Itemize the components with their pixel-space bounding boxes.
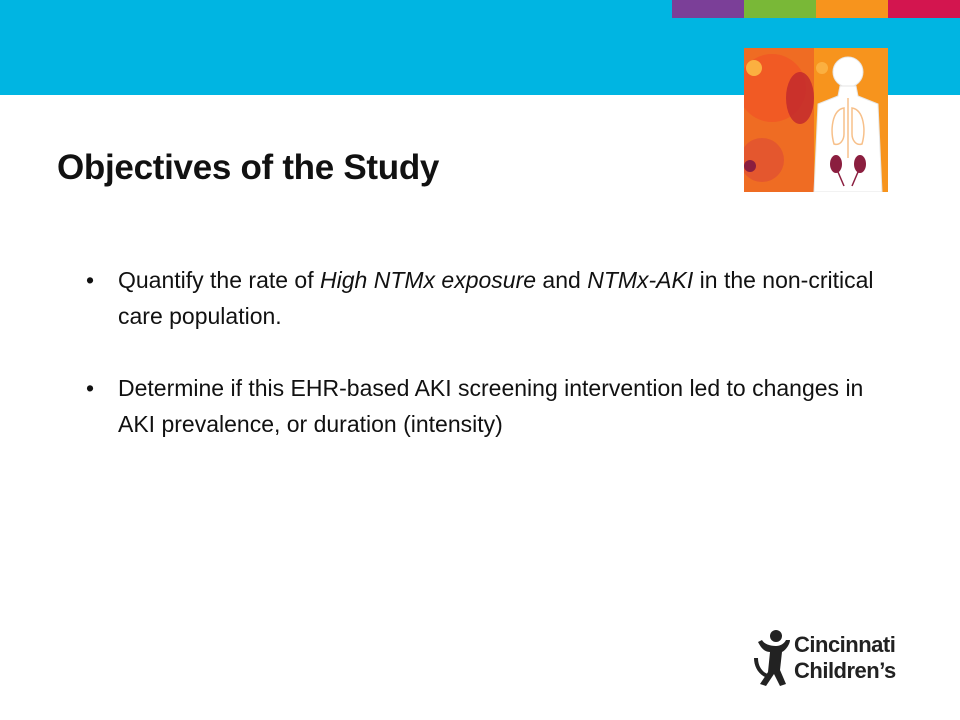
term-ntmx-aki: NTMx-AKI <box>587 267 694 293</box>
term-high-ntmx-exposure: High NTMx exposure <box>320 267 537 293</box>
color-strip-purple <box>672 0 744 18</box>
slide-title: Objectives of the Study <box>57 148 440 187</box>
bullet-text: Determine if this EHR-based AKI screenin… <box>118 375 864 437</box>
logo-line-2: Children’s <box>794 658 896 683</box>
color-strip-green <box>744 0 816 18</box>
bullet-dot: • <box>86 375 95 401</box>
bullet-dot: • <box>86 267 95 293</box>
child-figure-icon <box>754 630 790 686</box>
bullet-text: Quantify the rate of High NTMx exposure … <box>118 267 874 329</box>
list-item: • Determine if this EHR-based AKI screen… <box>86 370 886 442</box>
color-strip-orange <box>816 0 888 18</box>
objectives-list: • Quantify the rate of High NTMx exposur… <box>86 262 886 478</box>
list-item: • Quantify the rate of High NTMx exposur… <box>86 262 886 334</box>
logo-line-1: Cincinnati <box>794 632 896 657</box>
human-anatomy-kidneys-icon <box>744 48 888 192</box>
color-strip-red <box>888 0 960 18</box>
cincinnati-childrens-logo: Cincinnati Children’s <box>752 628 928 688</box>
